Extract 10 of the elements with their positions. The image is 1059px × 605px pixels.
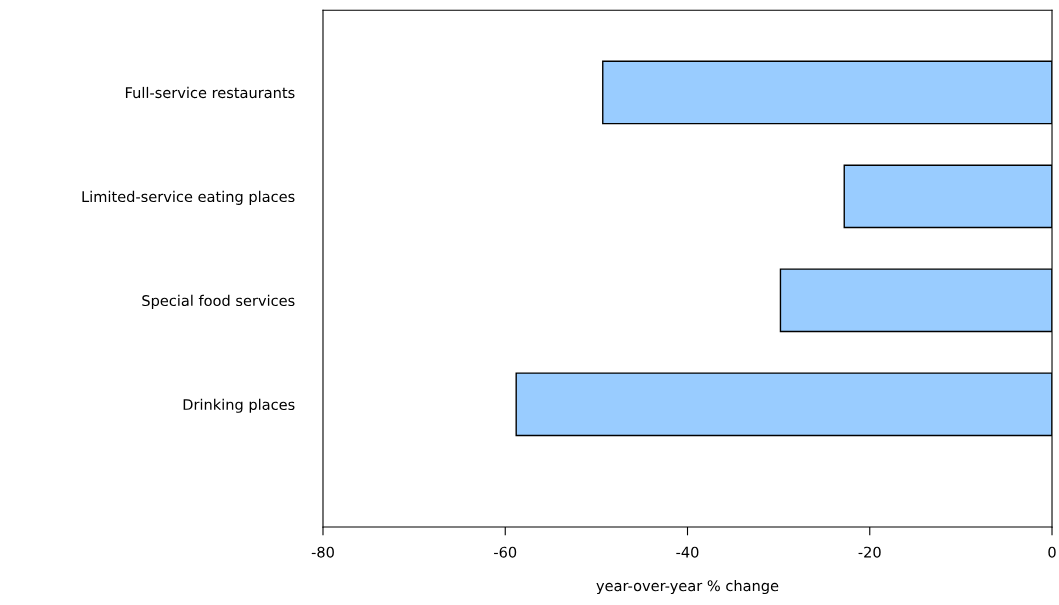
x-tick-label: 0: [1048, 546, 1056, 558]
x-tick-label: -40: [676, 546, 699, 558]
y-tick-label: Full-service restaurants: [125, 86, 295, 99]
y-tick-label: Special food services: [142, 294, 295, 309]
x-tick-label: -60: [494, 546, 517, 558]
x-tick-label: -80: [311, 546, 334, 558]
x-tick-label: -20: [858, 546, 881, 558]
y-tick-label: Drinking places: [183, 398, 295, 413]
y-tick-label: Limited-service eating places: [82, 190, 295, 205]
x-axis-title: year-over-year % change: [596, 579, 779, 595]
